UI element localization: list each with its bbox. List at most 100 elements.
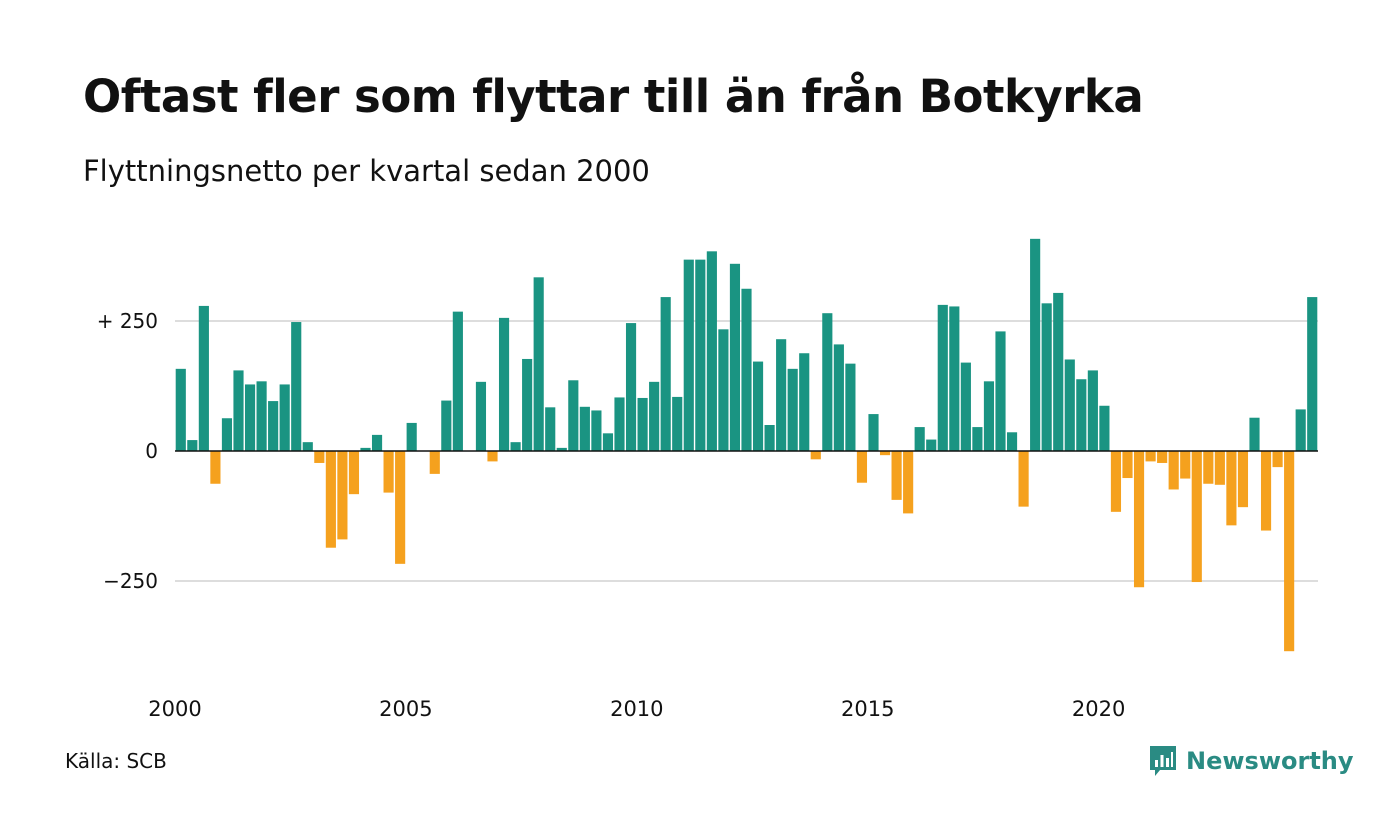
bar	[845, 363, 856, 451]
bar	[729, 263, 741, 451]
bar	[1157, 451, 1168, 463]
bar	[614, 397, 625, 451]
bar-chart: + 250 0 −250 2000 2005 2010 2015 2020	[97, 238, 1318, 720]
bar	[1180, 451, 1191, 479]
bar	[360, 447, 371, 451]
bar	[983, 381, 995, 451]
y-tick-label: + 250	[97, 309, 158, 333]
bar	[452, 311, 463, 451]
bar	[1076, 379, 1087, 451]
bar	[1006, 432, 1018, 451]
bar	[972, 427, 983, 451]
bar	[1260, 451, 1272, 531]
bar	[337, 451, 348, 540]
bar	[198, 305, 209, 451]
bar	[291, 322, 302, 451]
bar	[487, 451, 498, 462]
bar	[879, 451, 891, 456]
bar	[441, 400, 452, 451]
x-tick-label: 2020	[1072, 697, 1125, 720]
bar	[383, 451, 394, 493]
bar	[1237, 451, 1249, 508]
bar	[268, 401, 279, 451]
newsworthy-logo: Newsworthy	[1148, 744, 1354, 778]
bar	[1145, 451, 1156, 462]
bar	[718, 329, 729, 451]
bar	[1099, 405, 1110, 451]
bar	[868, 414, 879, 451]
bar	[256, 381, 267, 451]
bar	[602, 433, 614, 451]
bar	[522, 358, 533, 451]
bar	[833, 344, 844, 451]
bar	[325, 451, 336, 548]
bar	[1284, 451, 1295, 652]
source-note: Källa: SCB	[65, 749, 167, 773]
bar	[764, 425, 775, 451]
bar	[406, 422, 417, 451]
bar	[787, 368, 798, 451]
bar	[926, 439, 937, 451]
bar	[210, 451, 221, 484]
bar	[891, 451, 902, 500]
bar	[568, 380, 579, 451]
bar	[799, 353, 810, 451]
bar	[1168, 451, 1179, 490]
bar	[1307, 297, 1318, 451]
bar	[1295, 409, 1306, 451]
bar	[556, 447, 567, 451]
x-tick-label: 2000	[148, 697, 201, 720]
bar	[510, 442, 521, 451]
newsworthy-chart-logo-icon	[1150, 746, 1176, 776]
bar	[395, 451, 406, 564]
bar	[498, 317, 510, 451]
bar	[1226, 451, 1237, 526]
bar	[1110, 451, 1122, 512]
bar	[1041, 303, 1052, 451]
bar	[187, 440, 198, 451]
bar	[660, 297, 671, 451]
bar	[995, 331, 1006, 451]
bar	[221, 418, 233, 451]
bar	[533, 277, 544, 451]
bar	[1018, 451, 1029, 507]
y-tick-label: 0	[145, 439, 158, 463]
bar	[1064, 359, 1075, 451]
bar	[1053, 292, 1064, 451]
bars	[175, 238, 1318, 652]
chart-subtitle: Flyttningsnetto per kvartal sedan 2000	[83, 154, 650, 188]
bar	[371, 434, 383, 451]
bar	[1272, 451, 1283, 468]
bar	[302, 442, 313, 451]
bar	[960, 362, 971, 451]
bar	[822, 313, 833, 451]
bar	[752, 361, 764, 451]
bar	[1122, 451, 1133, 479]
bar	[579, 406, 590, 451]
bar	[649, 381, 660, 451]
bar	[545, 407, 556, 451]
bar	[1030, 238, 1041, 451]
x-tick-label: 2005	[379, 697, 432, 720]
bar	[279, 384, 290, 451]
bar	[1133, 451, 1145, 588]
bar	[314, 451, 325, 463]
bar	[625, 323, 637, 451]
chart-title: Oftast fler som flyttar till än från Bot…	[83, 70, 1144, 123]
bar	[233, 370, 244, 451]
bar	[1203, 451, 1214, 484]
x-axis-ticks: 2000 2005 2010 2015 2020	[148, 697, 1125, 720]
x-tick-label: 2015	[841, 697, 894, 720]
bar	[429, 451, 440, 474]
bar	[244, 384, 256, 451]
bar	[903, 451, 914, 514]
bar	[1249, 417, 1260, 451]
bar	[706, 251, 717, 451]
bar	[1087, 370, 1098, 451]
bar	[348, 451, 360, 495]
bar	[672, 396, 683, 451]
bar	[637, 397, 648, 451]
bar	[591, 410, 602, 451]
bar	[175, 368, 186, 451]
bar	[776, 339, 787, 451]
